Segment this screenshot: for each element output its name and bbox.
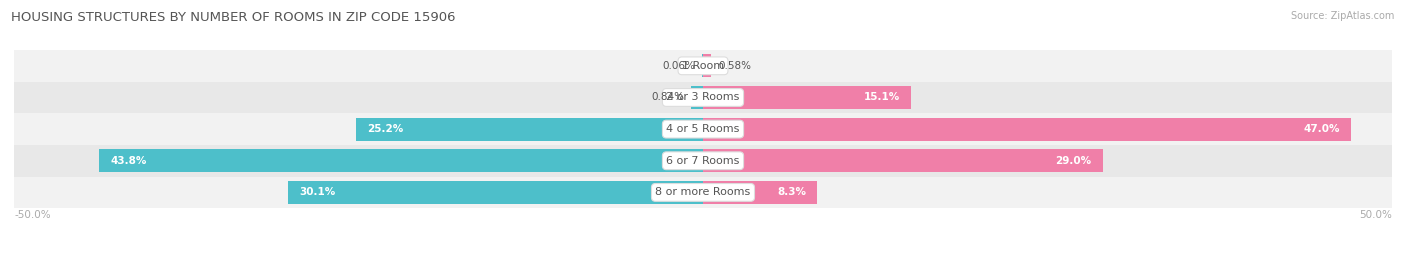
Text: 8 or more Rooms: 8 or more Rooms: [655, 187, 751, 197]
Bar: [692, 86, 703, 109]
Bar: [703, 181, 817, 204]
Text: 6 or 7 Rooms: 6 or 7 Rooms: [666, 156, 740, 166]
Bar: [703, 149, 1102, 172]
Text: 30.1%: 30.1%: [299, 187, 336, 197]
Bar: [14, 113, 1392, 145]
Bar: [703, 118, 1351, 140]
Text: 43.8%: 43.8%: [111, 156, 146, 166]
Bar: [100, 149, 703, 172]
Text: 4 or 5 Rooms: 4 or 5 Rooms: [666, 124, 740, 134]
Bar: [703, 86, 911, 109]
Text: 2 or 3 Rooms: 2 or 3 Rooms: [666, 93, 740, 102]
Bar: [703, 54, 711, 77]
Text: 15.1%: 15.1%: [863, 93, 900, 102]
Text: 0.84%: 0.84%: [651, 93, 685, 102]
Text: 25.2%: 25.2%: [367, 124, 404, 134]
Bar: [356, 118, 703, 140]
Text: 29.0%: 29.0%: [1056, 156, 1091, 166]
Text: 47.0%: 47.0%: [1303, 124, 1340, 134]
Text: 0.06%: 0.06%: [662, 61, 696, 71]
Bar: [14, 82, 1392, 113]
Bar: [14, 145, 1392, 176]
Text: 50.0%: 50.0%: [1360, 210, 1392, 220]
Text: 8.3%: 8.3%: [778, 187, 807, 197]
Text: HOUSING STRUCTURES BY NUMBER OF ROOMS IN ZIP CODE 15906: HOUSING STRUCTURES BY NUMBER OF ROOMS IN…: [11, 11, 456, 24]
Text: Source: ZipAtlas.com: Source: ZipAtlas.com: [1291, 11, 1395, 21]
Bar: [14, 50, 1392, 82]
Text: 1 Room: 1 Room: [682, 61, 724, 71]
Text: -50.0%: -50.0%: [14, 210, 51, 220]
Text: 0.58%: 0.58%: [718, 61, 751, 71]
Bar: [14, 176, 1392, 208]
Bar: [288, 181, 703, 204]
